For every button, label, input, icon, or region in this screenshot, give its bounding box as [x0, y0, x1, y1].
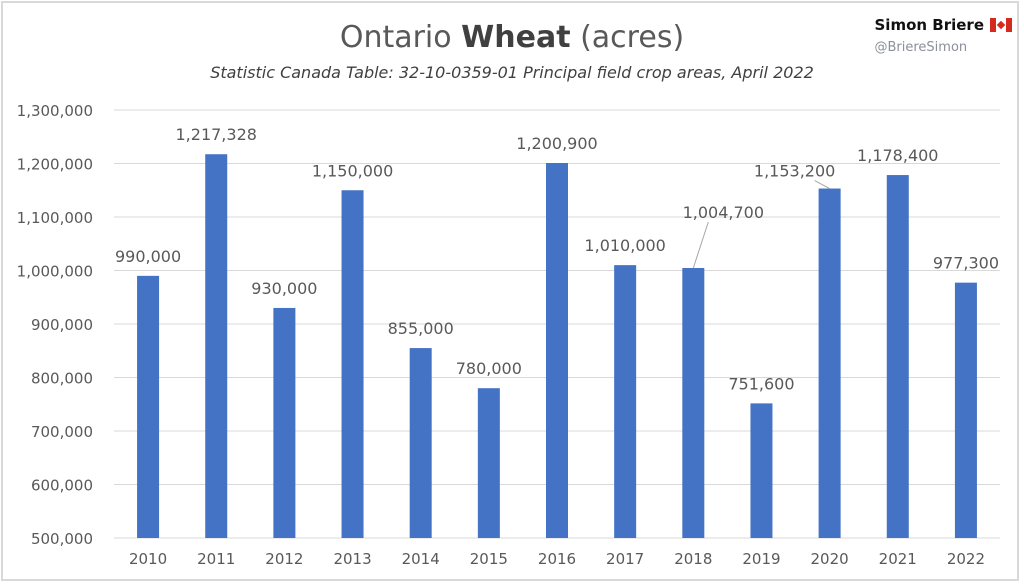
bar-2014	[409, 348, 432, 538]
x-tick-label: 2020	[811, 550, 849, 568]
data-label: 1,150,000	[312, 161, 393, 180]
brand-name: Simon Briere	[874, 16, 985, 34]
data-label: 990,000	[115, 247, 181, 266]
x-tick-label: 2018	[674, 550, 712, 568]
data-label: 1,153,200	[754, 162, 835, 181]
x-tick-label: 2015	[470, 550, 508, 568]
y-tick-label: 900,000	[31, 316, 93, 334]
x-tick-label: 2021	[879, 550, 917, 568]
bar-2013	[341, 190, 364, 538]
x-tick-label: 2017	[606, 550, 644, 568]
x-tick-label: 2022	[947, 550, 985, 568]
x-tick-label: 2016	[538, 550, 576, 568]
bar-2016	[546, 163, 568, 538]
bar-2022	[954, 282, 977, 538]
y-tick-label: 1,100,000	[17, 209, 93, 227]
leader-line	[692, 221, 709, 269]
bar-2018	[682, 267, 705, 538]
y-tick-label: 500,000	[31, 530, 93, 548]
bar-2015	[477, 388, 500, 538]
data-label: 1,010,000	[584, 236, 665, 255]
data-label: 1,200,900	[516, 134, 597, 153]
x-tick-label: 2012	[265, 550, 303, 568]
data-label: 855,000	[388, 319, 454, 338]
x-tick-label: 2011	[197, 550, 235, 568]
brand: Simon Briere @BriereSimon	[874, 16, 1012, 55]
bar-2012	[273, 307, 296, 538]
y-tick-label: 1,300,000	[17, 102, 93, 120]
chart-subtitle: Statistic Canada Table: 32-10-0359-01 Pr…	[210, 63, 814, 82]
bar-2020	[818, 188, 841, 538]
chart-title: Ontario Wheat (acres)	[339, 20, 685, 55]
x-tick-label: 2013	[333, 550, 371, 568]
data-label: 977,300	[933, 254, 999, 273]
data-label: 930,000	[251, 279, 317, 298]
data-label: 1,004,700	[683, 203, 764, 222]
bar-2010	[137, 275, 160, 538]
x-tick-label: 2010	[129, 550, 167, 568]
data-label: 751,600	[728, 374, 794, 393]
y-tick-label: 1,000,000	[17, 263, 93, 281]
bar-2011	[205, 154, 228, 538]
brand-handle: @BriereSimon	[874, 40, 968, 55]
bar-2017	[614, 265, 637, 538]
y-tick-label: 700,000	[31, 423, 93, 441]
data-label: 1,178,400	[857, 146, 938, 165]
y-tick-label: 600,000	[31, 477, 93, 495]
x-tick-label: 2014	[402, 550, 440, 568]
data-label: 1,217,328	[176, 125, 257, 144]
bar-2019	[750, 403, 773, 538]
y-tick-label: 800,000	[31, 370, 93, 388]
canada-flag-icon	[990, 18, 1012, 32]
y-tick-label: 1,200,000	[17, 156, 93, 174]
data-label: 780,000	[456, 359, 522, 378]
x-tick-label: 2019	[742, 550, 780, 568]
leader-line	[814, 180, 830, 189]
bar-2021	[886, 175, 909, 538]
